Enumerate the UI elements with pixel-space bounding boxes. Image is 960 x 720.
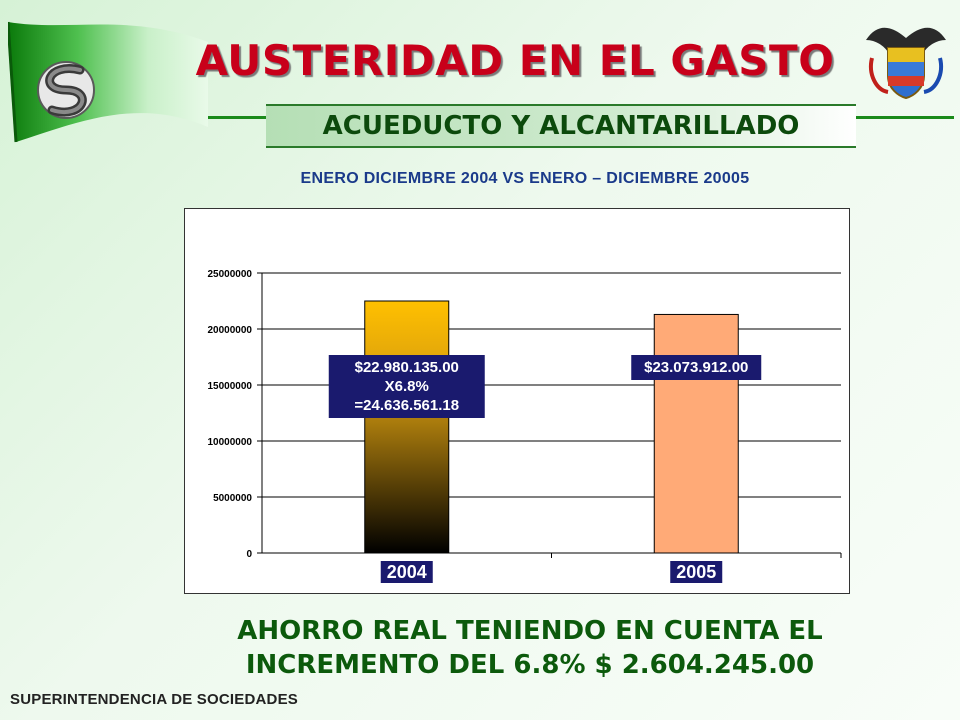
green-rule-left (208, 116, 268, 119)
green-rule-right (856, 116, 954, 119)
y-tick-label: 0 (246, 549, 252, 560)
data-label: $23.073.912.00 (644, 359, 748, 376)
period-caption: ENERO DICIEMBRE 2004 VS ENERO – DICIEMBR… (300, 170, 750, 187)
chart-frame: 0 5000000 10000000 15000000 20000000 25000000… (184, 208, 850, 594)
y-tick-label: 5000000 (213, 493, 252, 504)
subtitle: ACUEDUCTO Y ALCANTARILLADO (322, 111, 800, 141)
data-label-bg (328, 355, 485, 418)
data-label-bg (631, 355, 762, 380)
data-label: $22.980.135.00 (355, 359, 459, 376)
savings-line-1: AHORRO REAL TENIENDO EN CUENTA EL (237, 616, 823, 646)
y-tick-label: 15000000 (208, 381, 253, 392)
subtitle-banner: ACUEDUCTO Y ALCANTARILLADO (266, 104, 856, 148)
y-tick-label: 10000000 (208, 437, 253, 448)
y-tick-label: 25000000 (208, 269, 253, 280)
category-label: 2005 (676, 562, 716, 582)
colombia-coat-of-arms (866, 27, 946, 100)
agency-name: SUPERINTENDENCIA DE SOCIEDADES (10, 691, 298, 708)
category-label-bg (380, 561, 433, 583)
savings-statement: AHORRO REAL TENIENDO EN CUENTA EL INCREM… (170, 614, 890, 682)
bar-chart: 0 5000000 10000000 15000000 20000000 25000000… (208, 269, 842, 583)
savings-line-2: INCREMENTO DEL 6.8% $ 2.604.245.00 (245, 650, 815, 680)
supersociedades-flag-logo (8, 21, 208, 143)
bar-2005 (653, 313, 739, 554)
page-title: AUSTERIDAD EN EL GASTO (195, 36, 835, 85)
data-label: =24.636.561.18 (354, 397, 459, 414)
category-label: 2004 (387, 562, 427, 582)
data-label: X6.8% (385, 378, 429, 395)
bar-2004 (364, 300, 450, 554)
y-tick-label: 20000000 (208, 325, 253, 336)
category-label-bg (670, 561, 723, 583)
